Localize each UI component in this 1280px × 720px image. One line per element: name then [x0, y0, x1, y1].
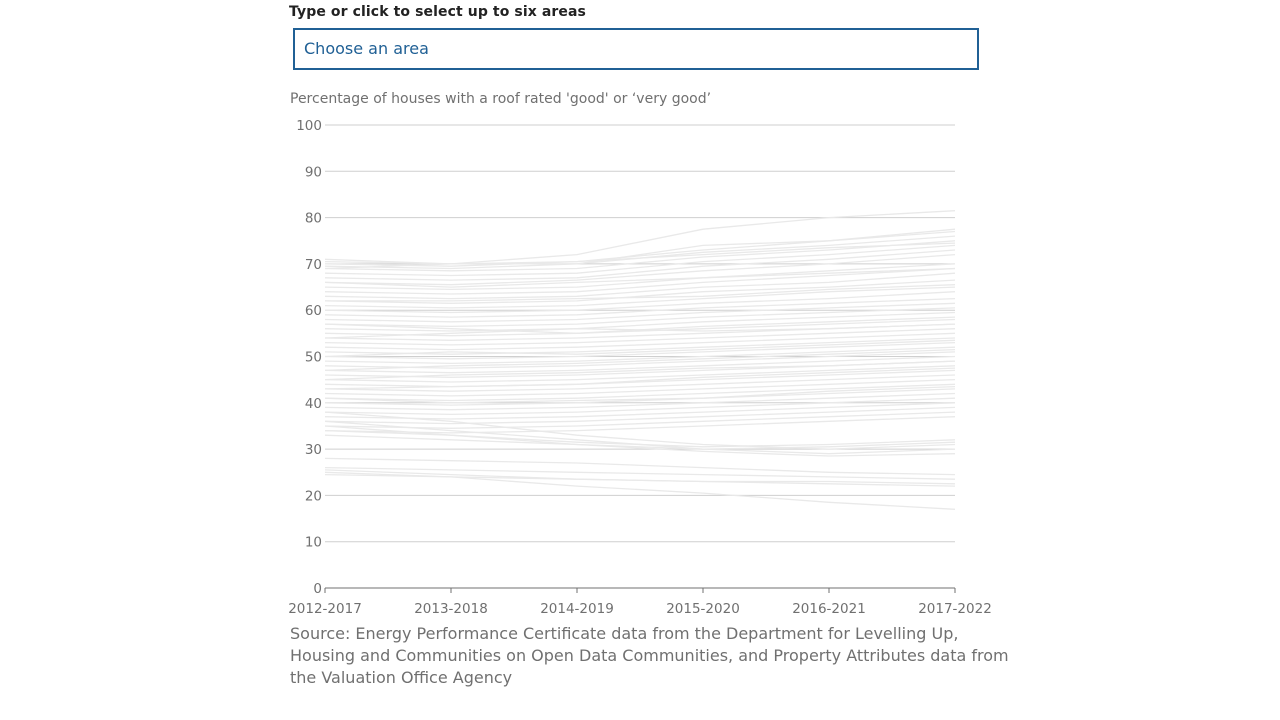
series-line[interactable] [324, 339, 956, 358]
series-line[interactable] [324, 385, 956, 404]
area-select-placeholder: Choose an area [304, 39, 429, 58]
y-tick-label: 10 [305, 535, 322, 551]
series-line[interactable] [324, 402, 956, 420]
series-line[interactable] [324, 378, 956, 397]
series-line[interactable] [325, 284, 956, 302]
series-line[interactable] [324, 416, 956, 434]
series-line[interactable] [324, 297, 956, 318]
series-line[interactable] [324, 365, 956, 383]
series-line[interactable] [324, 253, 956, 286]
series-line[interactable] [324, 286, 956, 309]
series-line[interactable] [324, 240, 956, 272]
series-line[interactable] [324, 244, 956, 277]
series-line[interactable] [324, 434, 956, 450]
x-tick-label: 2013-2018 [414, 601, 488, 617]
series-line[interactable] [324, 337, 956, 355]
series-line[interactable] [324, 392, 956, 411]
series-line[interactable] [324, 249, 956, 281]
y-tick-label: 60 [305, 303, 322, 319]
series-line[interactable] [324, 230, 956, 267]
y-tick-label: 80 [305, 211, 322, 227]
series-line[interactable] [324, 341, 956, 360]
x-tick-label: 2015-2020 [666, 601, 740, 617]
y-tick-label: 100 [296, 118, 322, 134]
series-line[interactable] [324, 383, 956, 402]
series-line[interactable] [324, 328, 956, 346]
series-line[interactable] [324, 473, 956, 487]
y-tick-label: 0 [313, 581, 322, 597]
series-line[interactable] [324, 263, 956, 291]
y-tick-label: 90 [305, 164, 322, 180]
y-tick-label: 30 [305, 442, 322, 458]
series-line[interactable] [324, 318, 956, 334]
axes: 0 10 20 30 40 50 60 70 80 90 100 2012-2017 2013-2018… [288, 118, 992, 617]
y-tick-label: 20 [305, 488, 322, 504]
series-line[interactable] [324, 374, 956, 392]
series-lines [324, 210, 956, 510]
series-line[interactable] [324, 411, 956, 429]
x-tick-label: 2012-2017 [288, 601, 362, 617]
series-line[interactable] [324, 406, 956, 425]
y-tick-label: 70 [305, 257, 322, 273]
series-line[interactable] [324, 302, 956, 323]
area-selector-label: Type or click to select up to six areas [289, 4, 586, 20]
series-line[interactable] [324, 466, 956, 480]
series-line[interactable] [324, 348, 956, 372]
series-line[interactable] [324, 425, 956, 457]
series-line[interactable] [324, 291, 956, 314]
series-line[interactable] [324, 311, 956, 332]
area-select-input[interactable]: Choose an area [293, 28, 979, 70]
y-tick-label: 40 [305, 396, 322, 412]
series-line[interactable] [324, 457, 956, 476]
series-line[interactable] [324, 242, 956, 270]
series-line[interactable] [324, 346, 956, 365]
series-line[interactable] [324, 307, 956, 328]
series-line[interactable] [324, 388, 956, 406]
series-line[interactable] [324, 267, 956, 288]
series-line[interactable] [324, 369, 956, 388]
series-line[interactable] [324, 323, 956, 339]
series-line[interactable] [324, 429, 956, 448]
series-line[interactable] [324, 267, 956, 295]
series-line[interactable] [324, 332, 956, 351]
x-tick-label: 2016-2021 [792, 601, 866, 617]
y-tick-label: 50 [305, 350, 322, 366]
chart-subtitle: Percentage of houses with a roof rated '… [290, 91, 712, 107]
series-line[interactable] [324, 367, 956, 390]
x-tick-label: 2017-2022 [918, 601, 992, 617]
gridlines [325, 124, 955, 543]
series-line[interactable] [324, 279, 956, 304]
x-tick-label: 2014-2019 [540, 601, 614, 617]
series-line[interactable] [324, 360, 956, 381]
series-line[interactable] [324, 397, 956, 416]
series-line[interactable] [324, 351, 956, 369]
series-line[interactable] [324, 411, 956, 450]
series-line[interactable] [324, 272, 956, 300]
series-line[interactable] [324, 355, 956, 374]
source-note: Source: Energy Performance Certificate d… [290, 624, 1009, 687]
